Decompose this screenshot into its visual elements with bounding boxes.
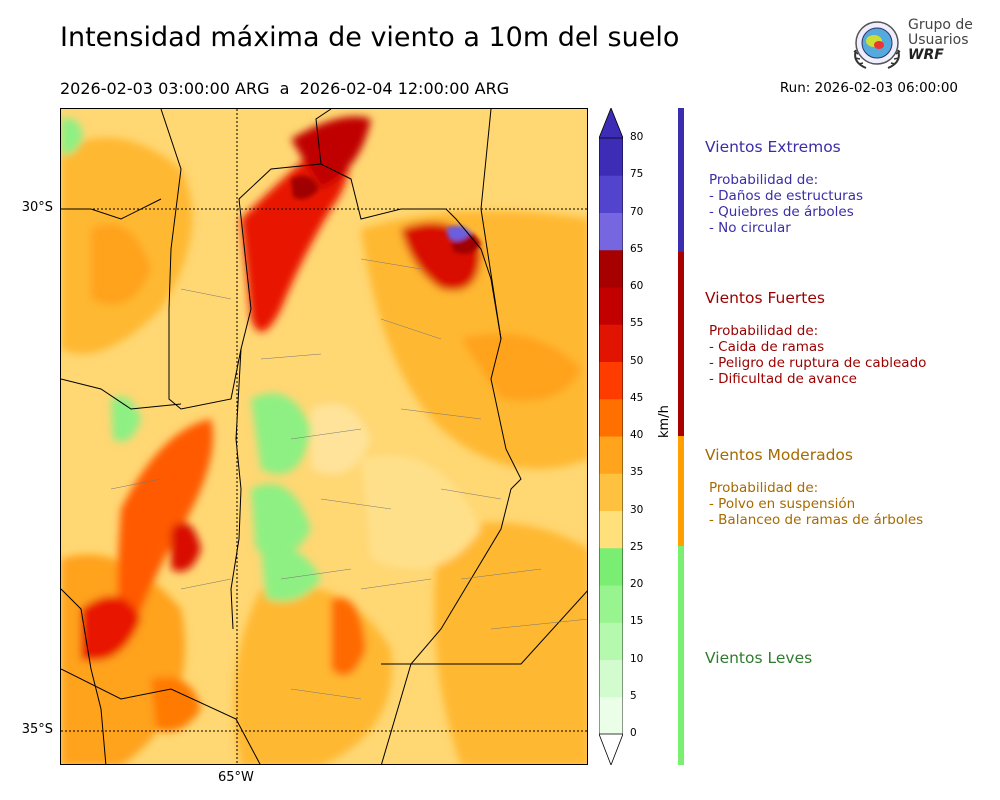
desc-line: - Daños de estructuras <box>709 188 864 204</box>
category-leves: Vientos Leves <box>705 649 813 667</box>
desc-line: - Caida de ramas <box>709 339 825 355</box>
desc-line: Probabilidad de: <box>709 480 819 496</box>
category-extremos: Vientos Extremos <box>705 138 841 156</box>
colorbar-bin <box>599 659 623 698</box>
colorbar-tick-label: 70 <box>630 205 644 218</box>
logo-line-2: Usuarios <box>908 32 969 48</box>
colorbar-bin <box>599 696 623 735</box>
desc-line: - Dificultad de avance <box>709 371 857 387</box>
colorbar-tick-label: 20 <box>630 578 644 590</box>
desc-line: Probabilidad de: <box>709 323 819 339</box>
category-moderados-desc: Probabilidad de: - Polvo en suspensión -… <box>709 480 923 528</box>
run-time: Run: 2026-02-03 06:00:00 <box>779 80 958 96</box>
colorbar-max-extend <box>599 108 623 139</box>
colorbar-tick-label: 15 <box>630 615 644 628</box>
colorbar-bin <box>599 138 623 176</box>
colorbar-tick-label: 25 <box>630 540 644 553</box>
category-fuertes: Vientos Fuertes <box>705 289 825 307</box>
wrf-logo: Grupo de Usuarios WRF <box>848 16 978 74</box>
colorbar-bin <box>599 324 623 362</box>
colorbar-bin <box>599 473 623 511</box>
colorbar-bin <box>599 361 623 400</box>
category-bar <box>678 108 684 252</box>
lat-label-35s: 35°S <box>21 722 53 737</box>
category-moderados: Vientos Moderados <box>705 446 853 464</box>
category-bar <box>678 252 684 436</box>
logo-line-3: WRF <box>908 47 944 63</box>
category-bar <box>678 436 684 546</box>
lat-label-30s: 30°S <box>21 200 53 215</box>
desc-line: - Polvo en suspensión <box>709 496 856 512</box>
colorbar-bin <box>599 249 623 288</box>
colorbar-min-extend <box>599 733 623 765</box>
colorbar-tick-label: 0 <box>630 727 637 739</box>
category-bar <box>678 546 684 765</box>
desc-line: Probabilidad de: <box>709 172 819 188</box>
colorbar-tick-label: 65 <box>630 242 644 255</box>
colorbar-bin <box>599 547 623 586</box>
desc-line: - Balanceo de ramas de árboles <box>709 512 924 528</box>
colorbar-tick-label: 45 <box>630 391 644 404</box>
category-fuertes-desc: Probabilidad de: - Caida de ramas - Peli… <box>709 323 926 387</box>
colorbar-bin <box>599 585 623 623</box>
colorbar-bin <box>599 510 623 549</box>
lon-label-65w: 65°W <box>218 770 254 785</box>
colorbar-bin <box>599 622 623 660</box>
logo-line-1: Grupo de <box>908 17 973 33</box>
colorbar-tick-label: 30 <box>630 503 644 516</box>
colorbar-bin <box>599 212 623 251</box>
globe-logo-icon <box>853 21 901 69</box>
colorbar-tick-label: 5 <box>630 689 637 702</box>
wind-map <box>60 108 588 765</box>
colorbar-tick-label: 75 <box>630 168 644 181</box>
colorbar-tick-label: 35 <box>630 466 644 479</box>
chart-title: Intensidad máxima de viento a 10m del su… <box>60 22 680 53</box>
colorbar-bin <box>599 287 623 325</box>
colorbar-tick-label: 60 <box>630 280 644 292</box>
colorbar-unit: km/h <box>657 405 672 438</box>
colorbar-bin <box>599 175 623 213</box>
colorbar-tick-label: 40 <box>630 429 644 441</box>
colorbar-tick-label: 80 <box>630 131 644 143</box>
desc-line: - Quiebres de árboles <box>709 204 854 220</box>
colorbar-tick-label: 50 <box>630 354 644 367</box>
wind-map-graphic <box>61 109 587 764</box>
time-range: 2026-02-03 03:00:00 ARG a 2026-02-04 12:… <box>60 79 510 98</box>
colorbar <box>599 108 623 765</box>
category-extremos-desc: Probabilidad de: - Daños de estructuras … <box>709 172 863 236</box>
colorbar-bin <box>599 436 623 474</box>
colorbar-bin <box>599 398 623 437</box>
colorbar-tick-label: 55 <box>630 317 644 330</box>
desc-line: - No circular <box>709 220 791 236</box>
desc-line: - Peligro de ruptura de cableado <box>709 355 927 371</box>
colorbar-tick-label: 10 <box>630 652 644 665</box>
